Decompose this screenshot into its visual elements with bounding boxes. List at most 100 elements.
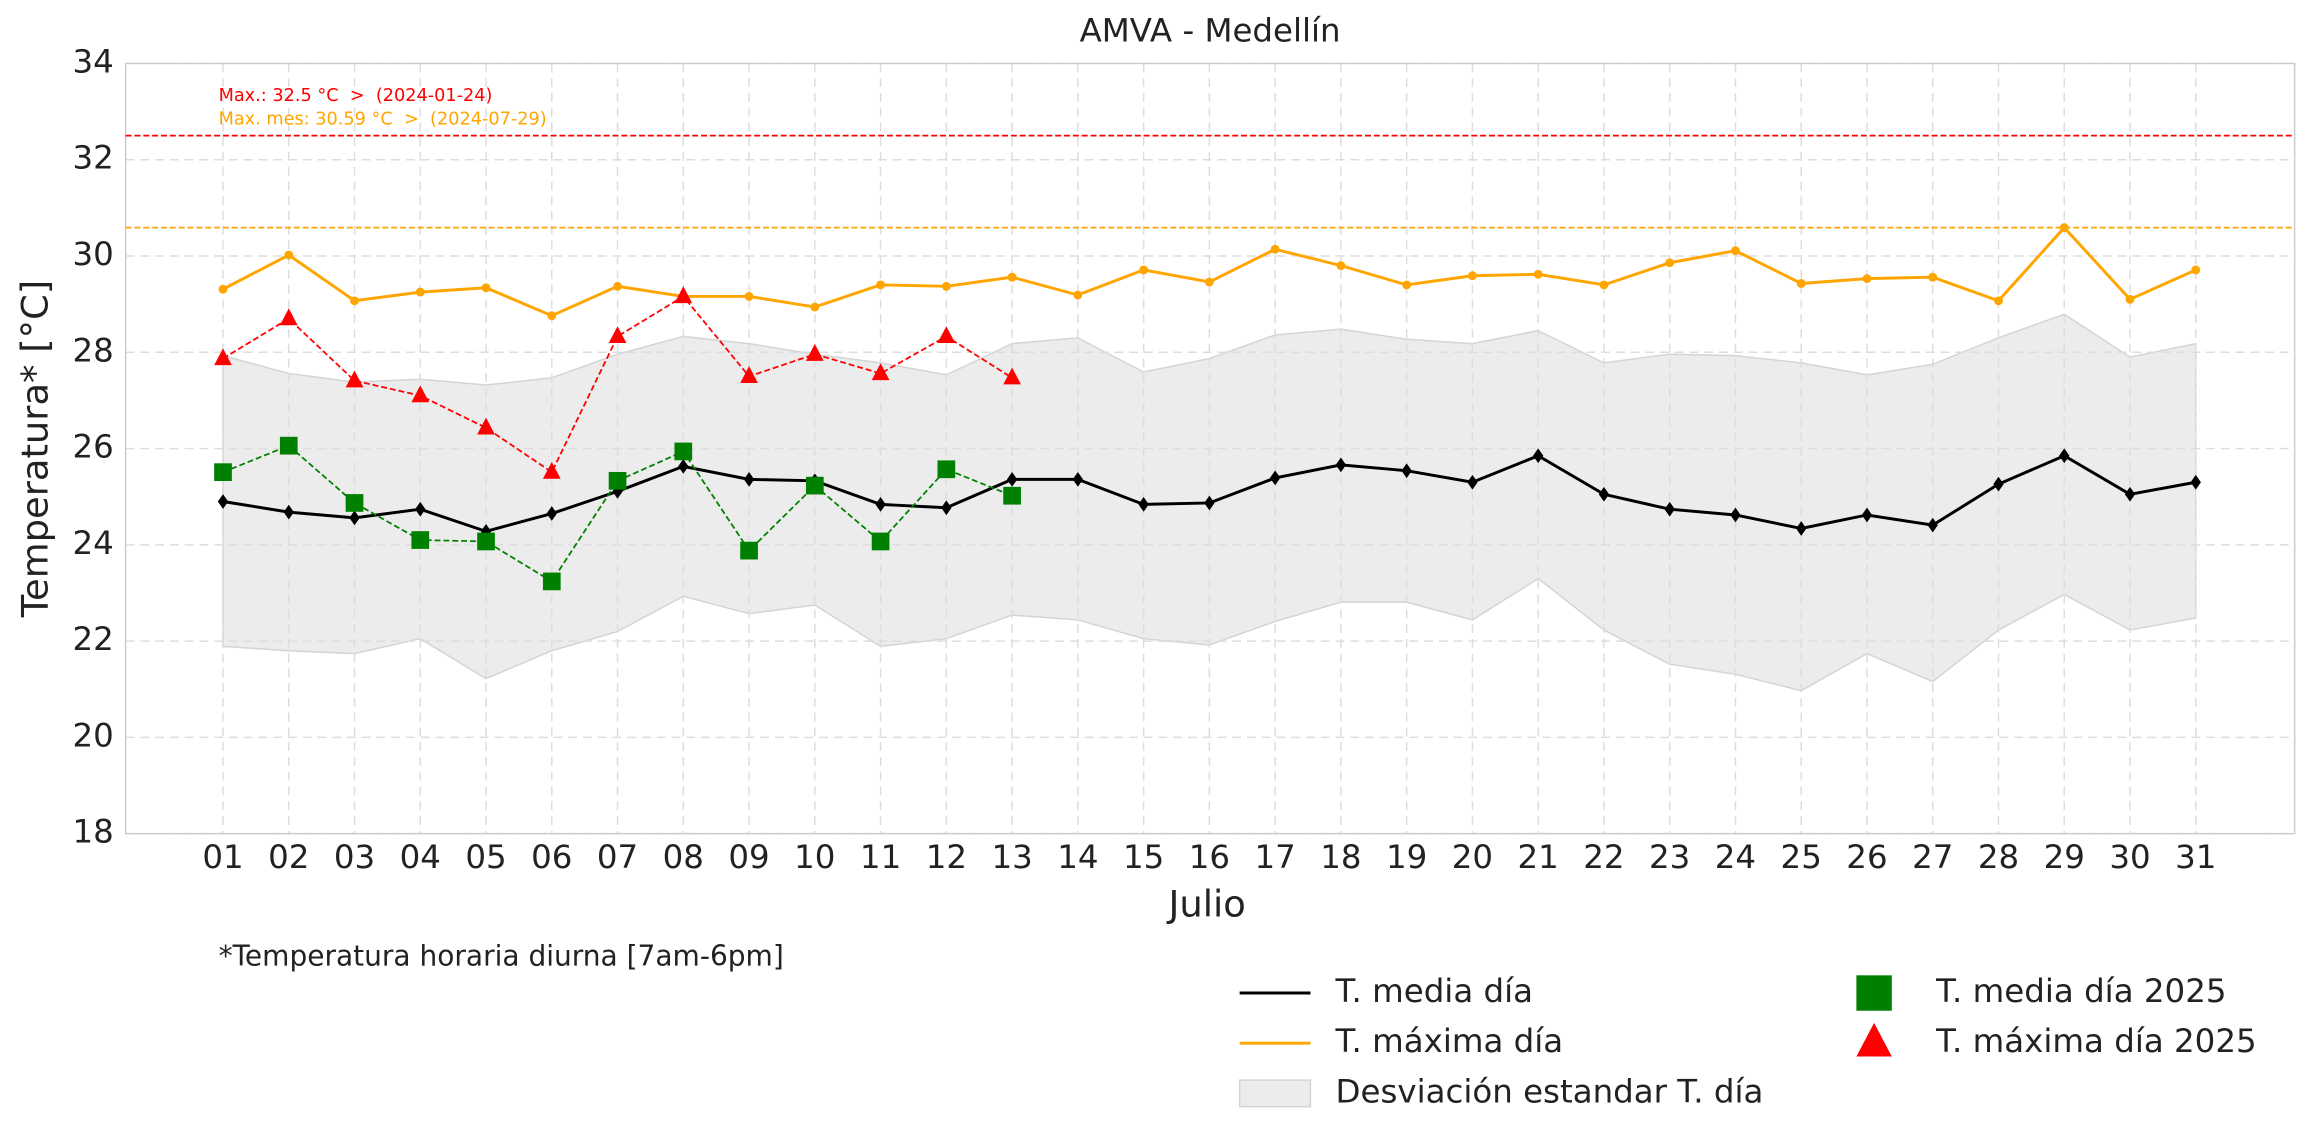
legend-label: T. media día 2025 bbox=[1935, 972, 2226, 1010]
marker bbox=[740, 541, 758, 560]
marker bbox=[477, 417, 495, 435]
legend-swatch bbox=[1856, 975, 1892, 1011]
x-tick-label: 08 bbox=[663, 838, 704, 876]
marker bbox=[217, 494, 229, 509]
marker bbox=[743, 471, 755, 487]
marker bbox=[1598, 486, 1610, 502]
x-tick-label: 13 bbox=[991, 838, 1032, 876]
marker bbox=[345, 494, 364, 512]
marker bbox=[1927, 517, 1938, 533]
x-tick-label: 18 bbox=[1320, 838, 1361, 876]
marker bbox=[415, 287, 425, 297]
x-tick-label: 29 bbox=[2044, 838, 2085, 876]
x-tick-label: 17 bbox=[1254, 838, 1295, 876]
marker bbox=[1402, 280, 1412, 290]
x-tick-label: 26 bbox=[1846, 838, 1887, 876]
marker bbox=[937, 460, 956, 479]
x-tick-label: 07 bbox=[597, 838, 638, 876]
marker bbox=[1204, 277, 1214, 287]
marker bbox=[1665, 258, 1675, 268]
marker bbox=[345, 370, 364, 388]
y-tick-label: 24 bbox=[73, 524, 114, 562]
legend-swatch bbox=[1238, 1079, 1312, 1108]
x-tick-label: 04 bbox=[400, 838, 441, 876]
marker bbox=[2191, 265, 2201, 275]
marker bbox=[481, 283, 491, 293]
marker bbox=[350, 296, 359, 306]
marker bbox=[1928, 272, 1938, 282]
marker bbox=[744, 292, 754, 301]
marker bbox=[1861, 507, 1873, 523]
marker bbox=[1139, 265, 1149, 275]
marker bbox=[546, 506, 557, 521]
x-tick-label: 31 bbox=[2175, 838, 2216, 876]
marker bbox=[1993, 476, 2004, 492]
marker bbox=[1467, 474, 1478, 490]
marker bbox=[1003, 486, 1021, 505]
marker bbox=[214, 463, 232, 481]
annotation: Max. mes: 30.59 °C > (2024-07-29) bbox=[219, 110, 547, 130]
legend-label: Desviación estandar T. día bbox=[1336, 1072, 1764, 1110]
marker bbox=[674, 286, 693, 304]
marker bbox=[1003, 367, 1021, 385]
marker bbox=[283, 504, 294, 520]
marker bbox=[411, 531, 430, 549]
marker bbox=[1335, 457, 1347, 473]
marker bbox=[805, 344, 824, 361]
marker bbox=[937, 326, 956, 344]
marker bbox=[279, 308, 298, 326]
x-tick-label: 28 bbox=[1978, 838, 2019, 876]
note: *Temperatura horaria diurna [7am-6pm] bbox=[219, 940, 784, 973]
y-tick-label: 34 bbox=[73, 42, 114, 80]
marker bbox=[1270, 244, 1280, 254]
marker bbox=[810, 302, 820, 312]
marker bbox=[2125, 294, 2135, 304]
marker bbox=[1533, 448, 1544, 464]
marker bbox=[218, 284, 228, 294]
marker bbox=[1599, 280, 1609, 290]
legend-label: T. máxima día 2025 bbox=[1935, 1022, 2257, 1060]
y-tick-label: 22 bbox=[73, 620, 114, 658]
x-axis-label: Julio bbox=[1167, 882, 1246, 925]
marker bbox=[1007, 272, 1017, 282]
marker bbox=[1994, 296, 2003, 306]
x-tick-label: 19 bbox=[1386, 838, 1427, 876]
x-tick-label: 11 bbox=[860, 838, 901, 876]
marker bbox=[1072, 471, 1084, 487]
marker bbox=[1730, 507, 1741, 523]
marker bbox=[542, 572, 561, 591]
y-tick-label: 26 bbox=[73, 428, 114, 466]
marker bbox=[608, 471, 627, 490]
marker bbox=[1204, 495, 1215, 511]
y-axis-label: Temperatura* [°C] bbox=[14, 280, 57, 618]
marker bbox=[678, 458, 689, 474]
marker bbox=[608, 326, 627, 344]
marker bbox=[740, 366, 758, 383]
marker bbox=[1533, 269, 1543, 279]
x-tick-label: 22 bbox=[1583, 838, 1624, 876]
y-tick-label: 32 bbox=[73, 139, 114, 177]
marker bbox=[542, 461, 561, 479]
marker bbox=[871, 363, 890, 381]
marker bbox=[1401, 463, 1412, 479]
marker bbox=[477, 532, 495, 551]
x-tick-label: 23 bbox=[1649, 838, 1690, 876]
x-tick-label: 15 bbox=[1123, 838, 1164, 876]
marker bbox=[1731, 246, 1740, 256]
x-tick-label: 09 bbox=[728, 838, 769, 876]
x-tick-label: 03 bbox=[334, 838, 375, 876]
chart-title: AMVA - Medellín bbox=[1080, 11, 1341, 49]
x-tick-label: 21 bbox=[1518, 838, 1559, 876]
x-tick-label: 02 bbox=[268, 838, 309, 876]
marker bbox=[674, 442, 693, 461]
marker bbox=[1006, 471, 1018, 487]
marker bbox=[415, 501, 426, 517]
marker bbox=[1862, 274, 1872, 284]
marker bbox=[1073, 290, 1083, 300]
x-tick-label: 06 bbox=[531, 838, 572, 876]
x-tick-label: 27 bbox=[1912, 838, 1953, 876]
marker bbox=[1336, 261, 1346, 271]
marker bbox=[547, 311, 557, 321]
legend-label: T. máxima día bbox=[1335, 1022, 1564, 1060]
x-tick-label: 05 bbox=[465, 838, 506, 876]
